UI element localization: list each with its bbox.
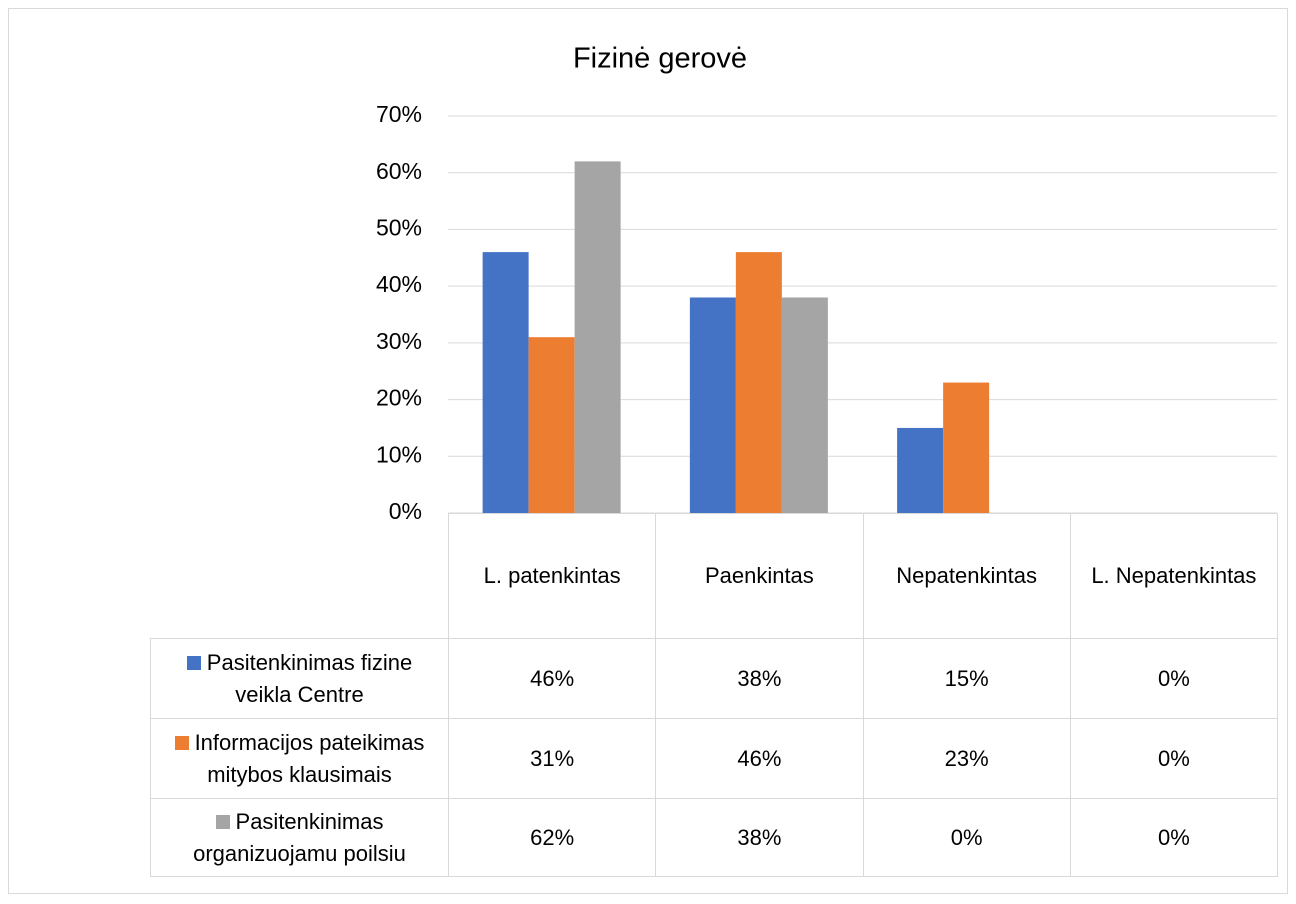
bar — [574, 161, 621, 513]
y-tick-label: 10% — [376, 441, 422, 467]
header-row: L. patenkintas Paenkintas Nepatenkintas L. … — [150, 513, 1279, 639]
legend-cell: Pasitenkinimas fizine veikla Centre — [150, 638, 449, 719]
value-label: 31% — [447, 718, 657, 799]
data-table: L. patenkintas Paenkintas Nepatenkintas L. … — [150, 513, 1279, 877]
corner-cell — [150, 513, 449, 639]
legend-swatch — [215, 814, 230, 829]
x-tick-label: Nepatenkintas — [862, 513, 1071, 639]
value-label: 62% — [447, 798, 657, 877]
series-row: Pasitenkinimas fizine veikla Centre 46% 38… — [150, 638, 1279, 719]
bar — [781, 297, 828, 513]
y-tick-label: 70% — [376, 101, 422, 127]
series-row: Informacijos pateikimas mitybos klausima… — [150, 718, 1279, 799]
legend-swatch — [186, 655, 201, 670]
bar — [897, 427, 944, 513]
value-label: 15% — [862, 638, 1071, 719]
y-tick-label: 30% — [376, 328, 422, 354]
value-label: 46% — [655, 718, 864, 799]
legend-cell: Informacijos pateikimas mitybos klausima… — [150, 718, 449, 799]
legend-label: Pasitenkinimas organizuojamu poilsiu — [193, 808, 406, 866]
value-label: 38% — [655, 798, 864, 877]
y-tick-label: 20% — [376, 385, 422, 411]
value-label: 0% — [1069, 718, 1279, 799]
value-label: 46% — [447, 638, 657, 719]
x-tick-label: L. Nepatenkintas — [1069, 513, 1279, 639]
value-label: 0% — [1069, 638, 1279, 719]
bar — [735, 252, 782, 513]
legend-swatch — [174, 735, 189, 750]
x-tick-label: Paenkintas — [655, 513, 864, 639]
y-tick-label: 50% — [376, 215, 422, 241]
bar — [482, 252, 529, 513]
value-label: 38% — [655, 638, 864, 719]
value-label: 0% — [862, 798, 1071, 877]
y-tick-label: 60% — [376, 158, 422, 184]
value-label: 23% — [862, 718, 1071, 799]
y-tick-label: 40% — [376, 271, 422, 297]
bar — [943, 382, 990, 513]
legend-cell: Pasitenkinimas organizuojamu poilsiu — [150, 798, 449, 877]
bar — [689, 297, 736, 513]
chart-title: Fizinė gerovė — [573, 43, 747, 75]
legend-label: Informacijos pateikimas mitybos klausima… — [194, 729, 425, 787]
legend-label: Pasitenkinimas fizine veikla Centre — [206, 649, 413, 707]
x-tick-label: L. patenkintas — [447, 513, 657, 639]
series-row: Pasitenkinimas organizuojamu poilsiu 62% 3… — [150, 798, 1279, 877]
value-label: 0% — [1069, 798, 1279, 877]
chart-frame — [8, 8, 1288, 894]
bar — [528, 337, 575, 513]
